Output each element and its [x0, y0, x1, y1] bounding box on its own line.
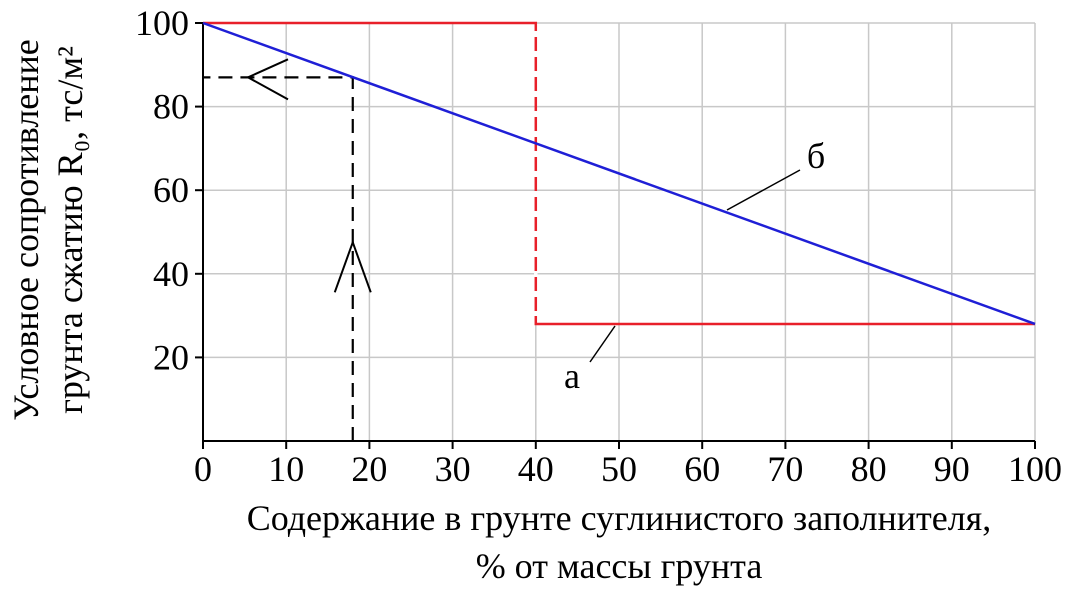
leader-line — [589, 325, 616, 363]
x-tick-label: 0 — [194, 449, 212, 489]
y-axis-title-line: Условное сопротивление — [6, 39, 46, 421]
x-tick-label: 60 — [684, 449, 720, 489]
x-tick-label: 50 — [601, 449, 637, 489]
y-tick-label: 40 — [153, 254, 189, 294]
y-tick-label: 60 — [153, 170, 189, 210]
arrow — [245, 58, 289, 101]
y-tick-label: 80 — [153, 87, 189, 127]
x-tick-label: 80 — [851, 449, 887, 489]
x-tick-label: 10 — [268, 449, 304, 489]
y-tick-label: 100 — [135, 3, 189, 43]
series-label: а — [564, 356, 580, 396]
x-axis-title: Содержание в грунте суглинистого заполни… — [247, 498, 991, 538]
series-line — [202, 21, 1036, 326]
series-label: б — [807, 136, 825, 176]
x-tick-label: 70 — [767, 449, 803, 489]
x-axis-title: % от массы грунта — [476, 546, 763, 586]
reading-line — [203, 76, 354, 441]
x-tick-label: 20 — [351, 449, 387, 489]
arrow — [333, 239, 372, 293]
y-axis-title: Условное сопротивление грунта сжатию R₀,… — [6, 39, 90, 421]
x-tick-label: 40 — [518, 449, 554, 489]
x-tick-label: 100 — [1008, 449, 1062, 489]
y-axis-title-line: грунта сжатию R₀, тс/м² — [50, 46, 90, 414]
y-tick-label: 20 — [153, 337, 189, 377]
leader-line — [726, 169, 801, 211]
x-tick-label: 90 — [934, 449, 970, 489]
x-tick-label: 30 — [435, 449, 471, 489]
